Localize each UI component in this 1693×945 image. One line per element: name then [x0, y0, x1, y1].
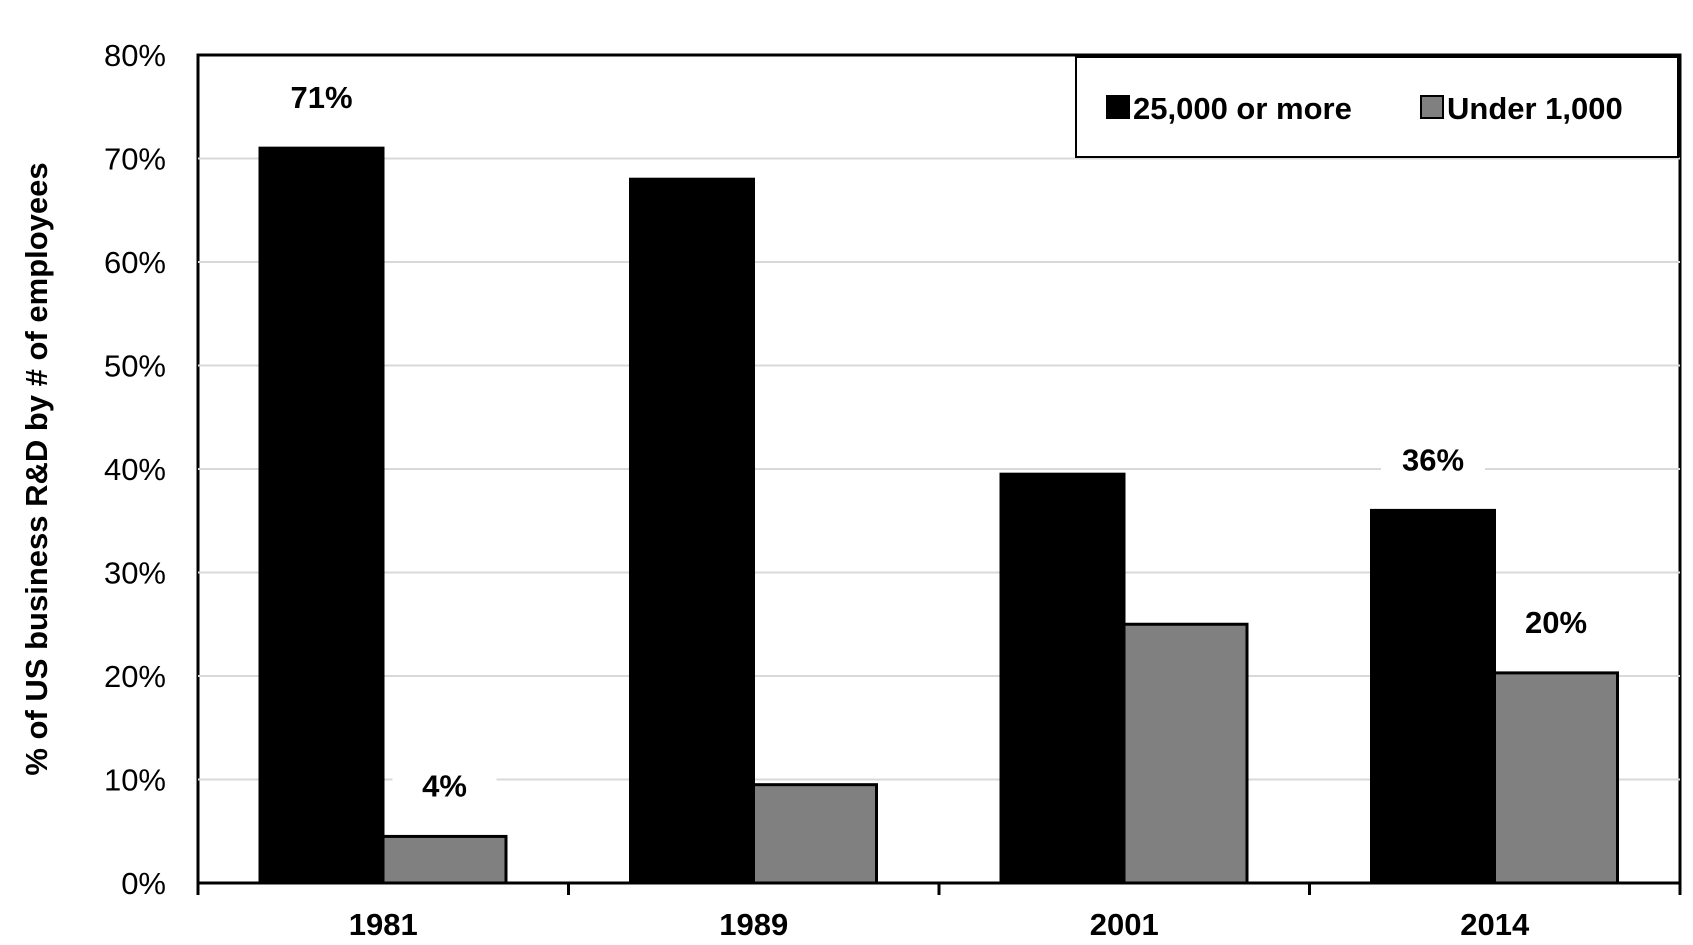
- y-tick-label: 80%: [104, 38, 166, 73]
- y-tick-label: 30%: [104, 556, 166, 591]
- bar-small-firms-1989: [752, 783, 878, 885]
- y-tick-label: 10%: [104, 763, 166, 798]
- legend-swatch: [1420, 95, 1444, 119]
- y-axis-title: % of US business R&D by # of employees: [19, 162, 54, 775]
- data-label-bg: [1504, 602, 1608, 645]
- y-tick-label: 70%: [104, 142, 166, 177]
- x-tick-label: 1981: [349, 907, 418, 942]
- legend-label: 25,000 or more: [1133, 91, 1352, 126]
- data-label-bg: [1381, 440, 1485, 483]
- y-axis-ticks: 0% 10% 20% 30% 40% 50% 60% 70% 80%: [104, 38, 166, 901]
- bar-large-firms-2001: [999, 472, 1126, 885]
- y-tick-label: 50%: [104, 349, 166, 384]
- x-tick-label: 2001: [1090, 907, 1159, 942]
- legend: 25,000 or more Under 1,000: [1075, 56, 1679, 158]
- x-tick-label: 2014: [1460, 907, 1530, 942]
- x-tick-label: 1989: [719, 907, 788, 942]
- bar-small-firms-1981: [381, 834, 508, 885]
- data-label: 36%: [1402, 442, 1464, 477]
- y-tick-label: 20%: [104, 659, 166, 694]
- y-tick-label: 0%: [121, 866, 166, 901]
- bar-small-firms-2001: [1122, 622, 1249, 885]
- legend-label: Under 1,000: [1447, 91, 1623, 126]
- data-label-bg: [269, 78, 374, 121]
- bar-large-firms-2014: [1370, 508, 1496, 885]
- y-tick-label: 40%: [104, 452, 166, 487]
- data-label: 4%: [422, 768, 467, 803]
- legend-swatch: [1106, 95, 1130, 119]
- bar-large-firms-1981: [258, 146, 385, 885]
- x-axis: 1981 1989 2001 2014: [196, 881, 1682, 942]
- data-label-bg: [392, 766, 497, 809]
- bar-large-firms-1989: [629, 177, 755, 885]
- legend-box: [1075, 56, 1679, 158]
- y-tick-label: 60%: [104, 245, 166, 280]
- data-labels: 71% 4% 36% 20%: [269, 78, 1608, 809]
- bar-small-firms-2014: [1493, 671, 1619, 885]
- data-label: 20%: [1525, 605, 1587, 640]
- data-label: 71%: [290, 80, 352, 115]
